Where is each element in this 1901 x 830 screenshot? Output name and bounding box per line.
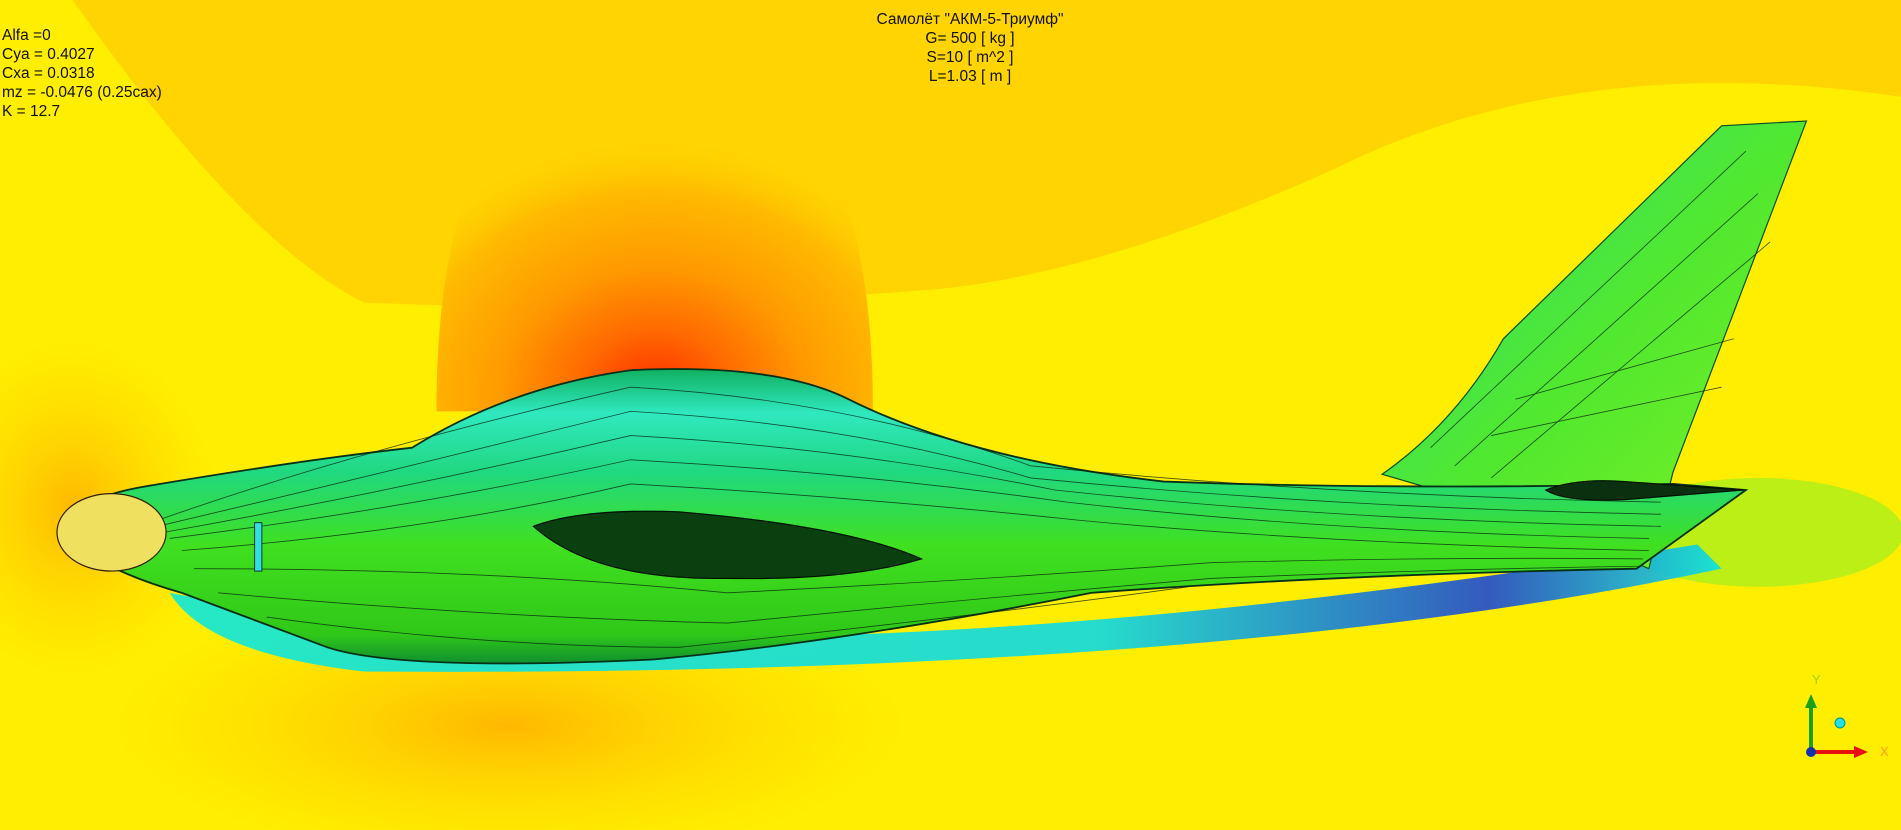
streamlines — [157, 150, 1771, 648]
x-arrow-head — [1854, 746, 1868, 758]
stabilizer-section — [1544, 480, 1744, 501]
wing-section — [532, 510, 924, 580]
y-axis-label: Y — [1812, 672, 1821, 687]
k-value: K = 12.7 — [2, 103, 61, 120]
z-axis-origin — [1806, 747, 1816, 757]
mz-value: mz = -0.0476 (0.25cax) — [2, 84, 162, 101]
alfa-value: Alfa =0 — [2, 27, 51, 44]
x-axis-label: X — [1880, 744, 1889, 759]
cya-value: Cya = 0.4027 — [2, 46, 95, 63]
axis-triad: Y X — [1805, 672, 1889, 759]
y-arrow-head — [1805, 694, 1817, 708]
aircraft-title: Самолёт "АКМ-5-Триумф" — [876, 11, 1064, 28]
field-suction-peak — [436, 48, 873, 412]
fuselage — [59, 368, 1749, 665]
spinner — [56, 493, 167, 572]
aircraft-info: Самолёт "АКМ-5-Триумф" G= 500 [ kg ] S=1… — [820, 10, 1120, 86]
vertical-tail — [1380, 120, 1808, 570]
aircraft-area: S=10 [ m^2 ] — [926, 49, 1014, 66]
aero-coefficients: Alfa =0 Cya = 0.4027 Cxa = 0.0318 mz = -… — [2, 26, 162, 121]
aircraft-length: L=1.03 [ m ] — [928, 68, 1012, 85]
aircraft-weight: G= 500 [ kg ] — [925, 30, 1015, 47]
cxa-value: Cxa = 0.0318 — [2, 65, 95, 82]
exhaust-pipe — [254, 522, 263, 572]
view-point-marker — [1834, 717, 1846, 729]
